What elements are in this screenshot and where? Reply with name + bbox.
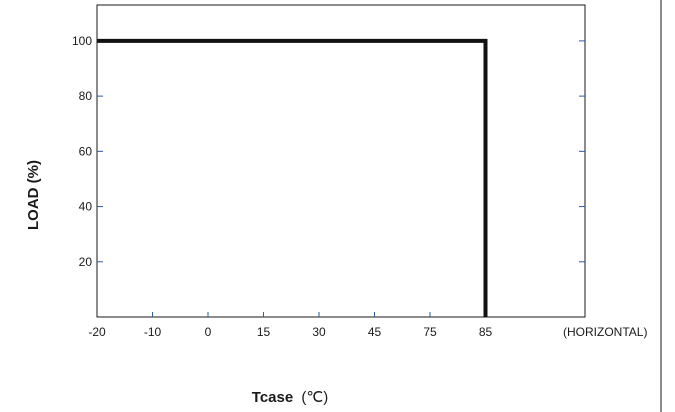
load-curve-line	[97, 38, 488, 317]
x-tick-label: -20	[88, 325, 106, 339]
x-tick-label: -10	[144, 325, 162, 339]
y-tick-label: 40	[79, 200, 93, 214]
x-tick-label: 0	[205, 325, 212, 339]
x-tick-label: 30	[312, 325, 326, 339]
y-tick-labels: 20 40 60 80 100	[72, 34, 92, 269]
x-tick-label: 85	[479, 325, 493, 339]
y-tick-label: 80	[79, 89, 93, 103]
y-axis-title: LOAD (%)	[25, 160, 42, 230]
x-axis-title: Tcase (℃)	[252, 389, 328, 406]
plot-frame	[96, 4, 586, 318]
y-tick-label: 20	[79, 255, 93, 269]
y-tick-label: 60	[79, 144, 93, 158]
series-group	[97, 38, 488, 317]
x-tick-label: 75	[423, 325, 437, 339]
y-tick-label: 100	[72, 34, 92, 48]
y-axis-ticks	[97, 40, 585, 263]
x-axis-title-text: Tcase	[252, 389, 293, 406]
x-axis-title-unit: (℃)	[301, 389, 328, 406]
x-tick-labels: -20 -10 0 15 30 45 75 85	[88, 325, 492, 339]
x-axis-ticks	[152, 312, 486, 317]
x-axis-note: (HORIZONTAL)	[563, 325, 647, 339]
x-tick-label: 45	[368, 325, 382, 339]
x-tick-label: 15	[257, 325, 271, 339]
